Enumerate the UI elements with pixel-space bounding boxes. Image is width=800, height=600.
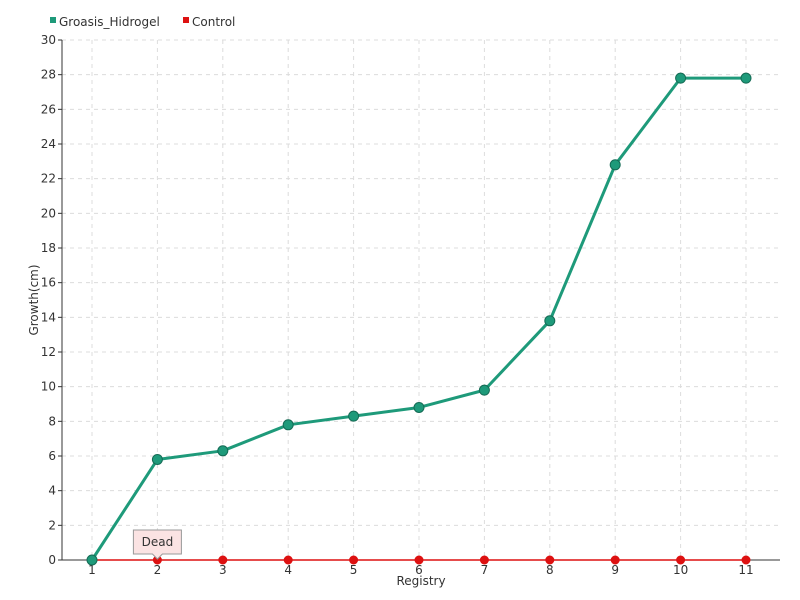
y-tick-label: 10 — [41, 380, 56, 394]
y-tick-label: 22 — [41, 172, 56, 186]
y-tick-label: 16 — [41, 276, 56, 290]
data-point-control[interactable] — [741, 555, 751, 565]
annotation-tooltip: Dead — [132, 529, 182, 560]
series-lines — [90, 76, 746, 561]
x-axis-title: Registry — [396, 574, 445, 588]
y-tick-label: 28 — [41, 68, 56, 82]
x-tick-label: 9 — [611, 563, 619, 577]
x-tick-label: 11 — [738, 563, 753, 577]
data-point-groasis-hidrogel[interactable] — [151, 453, 163, 465]
y-tick-label: 4 — [48, 484, 56, 498]
y-tick-label: 12 — [41, 345, 56, 359]
legend-swatch-groasis-hidrogel — [50, 17, 56, 23]
x-tick-label: 3 — [219, 563, 227, 577]
data-point-groasis-hidrogel[interactable] — [609, 159, 621, 171]
data-point-groasis-hidrogel[interactable] — [282, 419, 294, 431]
x-tick-label: 8 — [546, 563, 554, 577]
tooltip-label: Dead — [142, 535, 174, 549]
data-point-control[interactable] — [610, 555, 620, 565]
x-tick-label: 6 — [415, 563, 423, 577]
y-tick-label: 30 — [41, 33, 56, 47]
y-tick-label: 8 — [48, 414, 56, 428]
legend-swatch-control — [183, 17, 189, 23]
legend-label-control[interactable]: Control — [192, 15, 235, 29]
data-point-groasis-hidrogel[interactable] — [478, 384, 490, 396]
data-point-groasis-hidrogel[interactable] — [86, 554, 98, 566]
x-tick-label: 2 — [154, 563, 162, 577]
series-points — [86, 72, 752, 566]
x-tick-label: 4 — [284, 563, 292, 577]
series-line-groasis-hidrogel — [90, 76, 746, 561]
data-point-groasis-hidrogel[interactable] — [544, 315, 556, 327]
x-tick-label: 7 — [481, 563, 489, 577]
data-point-control[interactable] — [349, 555, 359, 565]
data-point-control[interactable] — [414, 555, 424, 565]
y-tick-label: 24 — [41, 137, 56, 151]
y-tick-label: 20 — [41, 206, 56, 220]
data-point-groasis-hidrogel[interactable] — [413, 401, 425, 413]
data-point-groasis-hidrogel[interactable] — [348, 410, 360, 422]
y-tick-label: 6 — [48, 449, 56, 463]
legend-label-groasis-hidrogel[interactable]: Groasis_Hidrogel — [59, 15, 160, 29]
data-point-control[interactable] — [479, 555, 489, 565]
data-point-control[interactable] — [676, 555, 686, 565]
x-tick-label: 1 — [88, 563, 96, 577]
axes — [58, 39, 780, 564]
y-tick-label: 18 — [41, 241, 56, 255]
y-tick-label: 0 — [48, 553, 56, 567]
y-tick-label: 14 — [41, 310, 56, 324]
data-point-groasis-hidrogel[interactable] — [675, 72, 687, 84]
data-point-control[interactable] — [545, 555, 555, 565]
x-tick-label: 10 — [673, 563, 688, 577]
data-point-groasis-hidrogel[interactable] — [740, 72, 752, 84]
y-axis-title: Growth(cm) — [27, 264, 41, 335]
data-point-control[interactable] — [218, 555, 228, 565]
data-point-groasis-hidrogel[interactable] — [217, 445, 229, 457]
data-point-control[interactable] — [283, 555, 293, 565]
y-tick-label: 2 — [48, 518, 56, 532]
x-tick-label: 5 — [350, 563, 358, 577]
tooltip-box — [132, 529, 182, 560]
y-tick-label: 26 — [41, 102, 56, 116]
legend: Groasis_Hidrogel Control — [50, 15, 235, 29]
grid — [62, 39, 780, 560]
